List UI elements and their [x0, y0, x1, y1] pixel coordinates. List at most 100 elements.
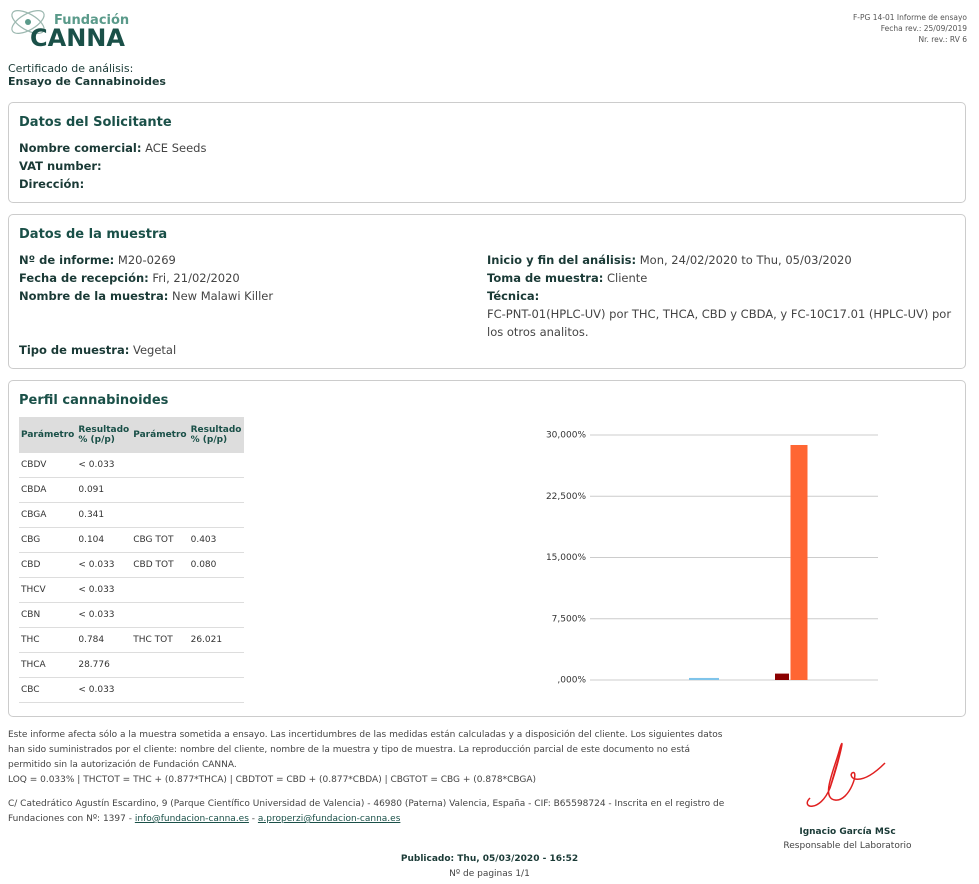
cell: [131, 677, 189, 703]
cell: < 0.033: [76, 552, 132, 578]
section-title: Datos del Solicitante: [19, 115, 172, 130]
column-header: Parámetro: [131, 417, 189, 453]
logo-top: Fundación: [54, 13, 129, 28]
y-tick-label: ,000%: [557, 676, 586, 686]
cell: 26.021: [188, 627, 244, 653]
field: Toma de muestra: Cliente: [487, 269, 957, 287]
published: Publicado: Thu, 05/03/2020 - 16:52: [400, 854, 579, 864]
cell: < 0.033: [76, 453, 132, 478]
cell: [188, 602, 244, 628]
disclaimer-text: Este informe afecta sólo a la muestra so…: [8, 730, 723, 770]
cell: < 0.033: [76, 602, 132, 628]
cell: THCA: [19, 652, 77, 678]
bar: [689, 677, 719, 680]
row: CBDA 0.091: [19, 477, 244, 503]
sample-left: Nº de informe: M20-0269 Fecha de recepció…: [19, 251, 273, 305]
cell: 0.784: [76, 627, 132, 653]
email-link[interactable]: a.properzi@fundacion-canna.es: [257, 814, 401, 824]
label: Nº de informe:: [19, 253, 115, 267]
doc-meta: F-PG 14-01 Informe de ensayo Fecha rev.:…: [853, 12, 967, 45]
separator: -: [251, 814, 256, 824]
technique: FC-PNT-01(HPLC-UV) por THC, THCA, CBD y …: [487, 307, 952, 339]
cell: THC: [19, 627, 77, 653]
cell: THC TOT: [131, 627, 189, 653]
cell: CBN: [19, 602, 77, 628]
field: Fecha de recepción: Fri, 21/02/2020: [19, 269, 273, 287]
field: Técnica:: [487, 287, 957, 305]
y-tick-label: 30,000%: [546, 431, 586, 441]
row: THC 0.784 THC TOT 26.021: [19, 627, 244, 653]
cell: 0.104: [76, 527, 132, 553]
bar: [790, 444, 808, 680]
rev-date: Fecha rev.: 25/09/2019: [880, 24, 967, 33]
label: Tipo de muestra:: [19, 343, 130, 357]
cell: THCV: [19, 577, 77, 603]
cell: CBD: [19, 552, 77, 578]
signer: Ignacio García MSc: [799, 827, 896, 837]
cell: CBG TOT: [131, 527, 189, 553]
label: Inicio y fin del análisis:: [487, 253, 637, 267]
cell: [188, 502, 244, 528]
label: Toma de muestra:: [487, 271, 604, 285]
cell: [188, 453, 244, 478]
value: ACE Seeds: [145, 141, 207, 155]
cert-label: Certificado de análisis:: [8, 62, 134, 75]
cert-title: Ensayo de Cannabinoides: [8, 75, 166, 88]
address-block: C/ Catedrático Agustín Escardino, 9 (Par…: [8, 797, 728, 827]
field: Dirección:: [19, 175, 206, 193]
row: THCA 28.776: [19, 652, 244, 678]
publication: Publicado: Thu, 05/03/2020 - 16:52 Nº de…: [0, 852, 979, 882]
label: Técnica:: [487, 289, 540, 303]
email-link[interactable]: info@fundacion-canna.es: [134, 814, 249, 824]
cell: 0.403: [188, 527, 244, 553]
y-tick-label: 22,500%: [546, 492, 586, 502]
sample-right: Inicio y fin del análisis: Mon, 24/02/20…: [487, 251, 957, 341]
disclaimer: Este informe afecta sólo a la muestra so…: [8, 728, 728, 827]
signature: [806, 742, 886, 807]
label: Nombre de la muestra:: [19, 289, 169, 303]
section-title: Perfil cannabinoides: [19, 393, 169, 408]
cell: [131, 652, 189, 678]
field: Nombre comercial: ACE Seeds: [19, 139, 206, 157]
sample-section: Datos de la muestra Nº de informe: M20-0…: [8, 214, 966, 369]
value: M20-0269: [117, 253, 176, 267]
y-tick-label: 15,000%: [546, 553, 586, 563]
signer-role: Responsable del Laboratorio: [783, 841, 912, 851]
cell: [131, 602, 189, 628]
cell: 0.341: [76, 502, 132, 528]
value: New Malawi Killer: [171, 289, 274, 303]
label: Fecha de recepción:: [19, 271, 149, 285]
cell: [131, 502, 189, 528]
value: Mon, 24/02/2020 to Thu, 05/03/2020: [639, 253, 852, 267]
value: Fri, 21/02/2020: [152, 271, 240, 285]
formulas: LOQ = 0.033% | THCTOT = THC + (0.877*THC…: [8, 775, 537, 785]
section-title: Datos de la muestra: [19, 227, 168, 242]
cell: [131, 477, 189, 503]
results-table: Parámetro Resultado % (p/p) Parámetro Resul…: [19, 417, 244, 703]
cell: [131, 453, 189, 478]
cell: CBG: [19, 527, 77, 553]
label: VAT number:: [19, 159, 102, 173]
cell: 0.091: [76, 477, 132, 503]
applicant-section: Datos del Solicitante Nombre comercial: …: [8, 102, 966, 203]
chart: ,000% 7,500% 15,000% 22,500% 30,000%: [546, 431, 878, 686]
pages: Nº de paginas 1/1: [449, 869, 530, 879]
cell: CBDA: [19, 477, 77, 503]
cell: CBDV: [19, 453, 77, 478]
cell: [188, 477, 244, 503]
cell: < 0.033: [76, 577, 132, 603]
row: CBG 0.104 CBG TOT 0.403: [19, 527, 244, 553]
header-row: Parámetro Resultado % (p/p) Parámetro Resul…: [19, 417, 244, 453]
row: CBD < 0.033 CBD TOT 0.080: [19, 552, 244, 578]
field: Nombre de la muestra: New Malawi Killer: [19, 287, 273, 305]
field: Nº de informe: M20-0269: [19, 251, 273, 269]
cell: [188, 577, 244, 603]
column-header: Parámetro: [19, 417, 77, 453]
cert: Certificado de análisis: Ensayo de Canna…: [8, 62, 166, 88]
label: Nombre comercial:: [19, 141, 142, 155]
row: CBDV < 0.033: [19, 453, 244, 478]
value: Vegetal: [132, 343, 177, 357]
cell: CBD TOT: [131, 552, 189, 578]
profile-section: Perfil cannabinoides Parámetro Resultado …: [8, 380, 966, 717]
